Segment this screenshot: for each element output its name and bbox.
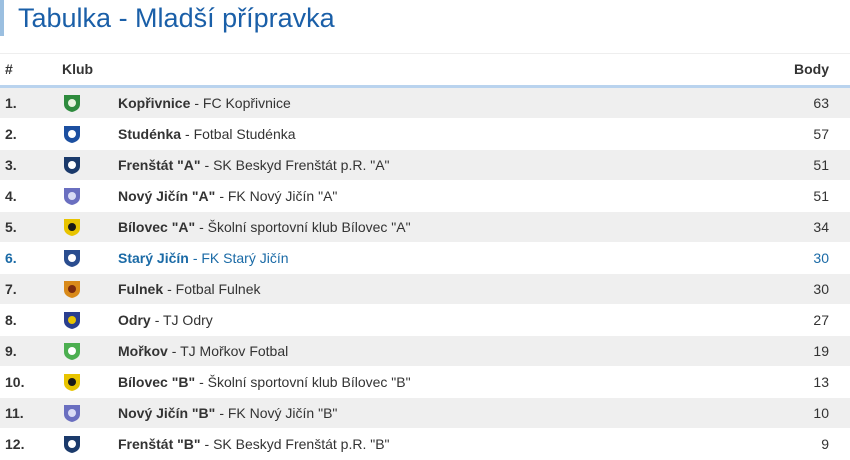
team-name[interactable]: Studénka — [118, 126, 182, 142]
rank: 9. — [5, 343, 17, 359]
team-name[interactable]: Fulnek — [118, 281, 164, 297]
club-logo — [64, 405, 80, 422]
club-full-name[interactable]: - FK Nový Jičín "A" — [219, 188, 338, 204]
club-logo — [64, 281, 80, 298]
points: 27 — [813, 312, 829, 328]
rank: 5. — [5, 219, 17, 235]
club-logo — [64, 250, 80, 267]
rank: 6. — [5, 250, 17, 266]
club-full-name[interactable]: - TJ Odry — [154, 312, 213, 328]
table-row: 7. Fulnek - Fotbal Fulnek 30 — [0, 274, 850, 305]
column-header: Klub — [62, 61, 94, 77]
table-row: 5. Bílovec "A" - Školní sportovní klub Bíl… — [0, 212, 850, 243]
rank: 4. — [5, 188, 17, 204]
page-title: Tabulka - Mladší přípravka — [0, 0, 335, 36]
points: 13 — [813, 374, 829, 390]
table-row: 6. Starý Jičín - FK Starý Jičín 30 — [0, 243, 850, 274]
team-name[interactable]: Bílovec "B" — [118, 374, 196, 390]
club-logo — [64, 436, 80, 453]
table-row: 3. Frenštát "A" - SK Beskyd Frenštát p.R. … — [0, 150, 850, 181]
club-full-name[interactable]: - SK Beskyd Frenštát p.R. "A" — [204, 157, 390, 173]
table-row: 10. Bílovec "B" - Školní sportovní klub Bí… — [0, 367, 850, 398]
club-full-name[interactable]: - Fotbal Fulnek — [167, 281, 261, 297]
club-name[interactable]: Frenštát "A" - SK Beskyd Frenštát p.R. "A… — [118, 150, 390, 181]
club-name[interactable]: Frenštát "B" - SK Beskyd Frenštát p.R. "B… — [118, 429, 390, 460]
club-name[interactable]: Nový Jičín "A" - FK Nový Jičín "A" — [118, 181, 337, 212]
points: 30 — [813, 281, 829, 297]
club-full-name[interactable]: - Fotbal Studénka — [185, 126, 296, 142]
rank: 10. — [5, 374, 25, 390]
club-full-name[interactable]: - TJ Mořkov Fotbal — [171, 343, 289, 359]
club-name[interactable]: Mořkov - TJ Mořkov Fotbal — [118, 336, 288, 367]
club-name[interactable]: Nový Jičín "B" - FK Nový Jičín "B" — [118, 398, 337, 429]
points: 30 — [813, 250, 829, 266]
table-row: 2. Studénka - Fotbal Studénka 57 — [0, 119, 850, 150]
table-row: 8. Odry - TJ Odry 27 — [0, 305, 850, 336]
club-logo — [64, 374, 80, 391]
points: 57 — [813, 126, 829, 142]
points: 63 — [813, 95, 829, 111]
club-logo — [64, 95, 80, 112]
club-logo — [64, 157, 80, 174]
table-row: 11. Nový Jičín "B" - FK Nový Jičín "B" 10 — [0, 398, 850, 429]
rank: 2. — [5, 126, 17, 142]
club-name[interactable]: Kopřivnice - FC Kopřivnice — [118, 88, 291, 119]
team-name[interactable]: Frenštát "B" — [118, 436, 201, 452]
club-name[interactable]: Bílovec "B" - Školní sportovní klub Bílov… — [118, 367, 411, 398]
rank: 12. — [5, 436, 25, 452]
team-name[interactable]: Frenštát "A" — [118, 157, 201, 173]
points: 34 — [813, 219, 829, 235]
rank: 8. — [5, 312, 17, 328]
club-full-name[interactable]: - Školní sportovní klub Bílovec "B" — [199, 374, 411, 390]
club-logo — [64, 126, 80, 143]
club-name[interactable]: Starý Jičín - FK Starý Jičín — [118, 243, 289, 274]
team-name[interactable]: Starý Jičín — [118, 250, 189, 266]
table-row: 4. Nový Jičín "A" - FK Nový Jičín "A" 51 — [0, 181, 850, 212]
points: 51 — [813, 157, 829, 173]
club-name[interactable]: Odry - TJ Odry — [118, 305, 213, 336]
club-logo — [64, 312, 80, 329]
club-full-name[interactable]: - FC Kopřivnice — [194, 95, 291, 111]
club-logo — [64, 219, 80, 236]
club-full-name[interactable]: - FK Nový Jičín "B" — [219, 405, 338, 421]
rank: 7. — [5, 281, 17, 297]
team-name[interactable]: Odry — [118, 312, 151, 328]
club-name[interactable]: Fulnek - Fotbal Fulnek — [118, 274, 261, 305]
points: 51 — [813, 188, 829, 204]
team-name[interactable]: Nový Jičín "B" — [118, 405, 216, 421]
points: 10 — [813, 405, 829, 421]
team-name[interactable]: Kopřivnice — [118, 95, 191, 111]
club-name[interactable]: Bílovec "A" - Školní sportovní klub Bílov… — [118, 212, 411, 243]
rank: 11. — [5, 405, 24, 421]
club-full-name[interactable]: - Školní sportovní klub Bílovec "A" — [199, 219, 411, 235]
rank: 1. — [5, 95, 17, 111]
standings-table: # Klub Body 1. Kopřivnice - FC Kopřivnice 6… — [0, 53, 850, 460]
club-full-name[interactable]: - SK Beskyd Frenštát p.R. "B" — [204, 436, 390, 452]
team-name[interactable]: Mořkov — [118, 343, 168, 359]
team-name[interactable]: Nový Jičín "A" — [118, 188, 216, 204]
club-logo — [64, 343, 80, 360]
column-header: Body — [794, 61, 829, 77]
team-name[interactable]: Bílovec "A" — [118, 219, 196, 235]
table-header: # Klub Body — [0, 54, 850, 88]
table-row: 9. Mořkov - TJ Mořkov Fotbal 19 — [0, 336, 850, 367]
table-body: 1. Kopřivnice - FC Kopřivnice 63 2. Studénka -… — [0, 88, 850, 460]
table-row: 1. Kopřivnice - FC Kopřivnice 63 — [0, 88, 850, 119]
points: 19 — [813, 343, 829, 359]
club-full-name[interactable]: - FK Starý Jičín — [192, 250, 289, 266]
column-header: # — [5, 61, 13, 77]
table-row: 12. Frenštát "B" - SK Beskyd Frenštát p.R.… — [0, 429, 850, 460]
club-logo — [64, 188, 80, 205]
rank: 3. — [5, 157, 17, 173]
club-name[interactable]: Studénka - Fotbal Studénka — [118, 119, 296, 150]
points: 9 — [821, 436, 829, 452]
